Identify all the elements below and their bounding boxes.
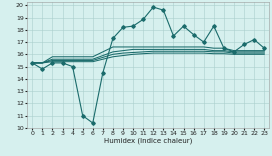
X-axis label: Humidex (Indice chaleur): Humidex (Indice chaleur): [104, 138, 192, 144]
